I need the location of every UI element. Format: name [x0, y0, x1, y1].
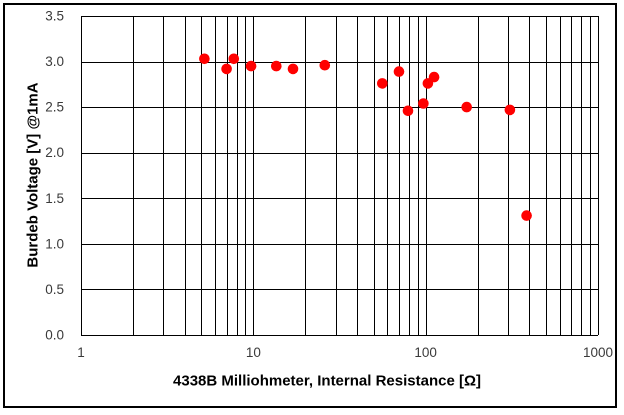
data-point	[287, 63, 299, 75]
data-point	[228, 53, 240, 65]
data-point	[377, 78, 388, 89]
y-tick-label: 2.0	[45, 145, 64, 160]
data-point	[521, 210, 532, 221]
data-point	[418, 98, 429, 109]
tick-labels: 1 10 100 1000 0.0 0.5 1.0 1.5 2.0 2.5 3.0 3.5	[45, 9, 613, 361]
y-axis-title: Burdeb Voltage [V] @1mA	[24, 82, 42, 268]
data-point	[319, 59, 331, 71]
y-tick-label: 3.5	[45, 9, 64, 24]
x-axis-title: 4338B Milliohmeter, Internal Resistance …	[173, 372, 481, 390]
y-tick-label: 0.0	[45, 328, 64, 343]
x-tick-label: 10	[246, 345, 261, 360]
data-point	[393, 66, 405, 77]
x-tick-label: 100	[414, 345, 437, 360]
y-tick-label: 2.5	[45, 100, 64, 115]
data-point	[271, 60, 282, 72]
x-tick-label: 1	[77, 345, 85, 360]
data-point	[402, 105, 414, 117]
data-point	[199, 53, 210, 65]
y-tick-label: 1.5	[45, 191, 64, 206]
data-point	[221, 63, 232, 75]
gridlines	[81, 16, 599, 336]
data-point	[245, 60, 257, 72]
data-points	[199, 53, 532, 221]
y-tick-label: 3.0	[45, 54, 64, 69]
data-point	[461, 101, 473, 113]
y-tick-label: 1.0	[45, 236, 64, 251]
x-tick-label: 1000	[583, 345, 613, 360]
data-point	[504, 104, 516, 116]
y-tick-label: 0.5	[45, 282, 64, 297]
data-point	[428, 71, 440, 83]
